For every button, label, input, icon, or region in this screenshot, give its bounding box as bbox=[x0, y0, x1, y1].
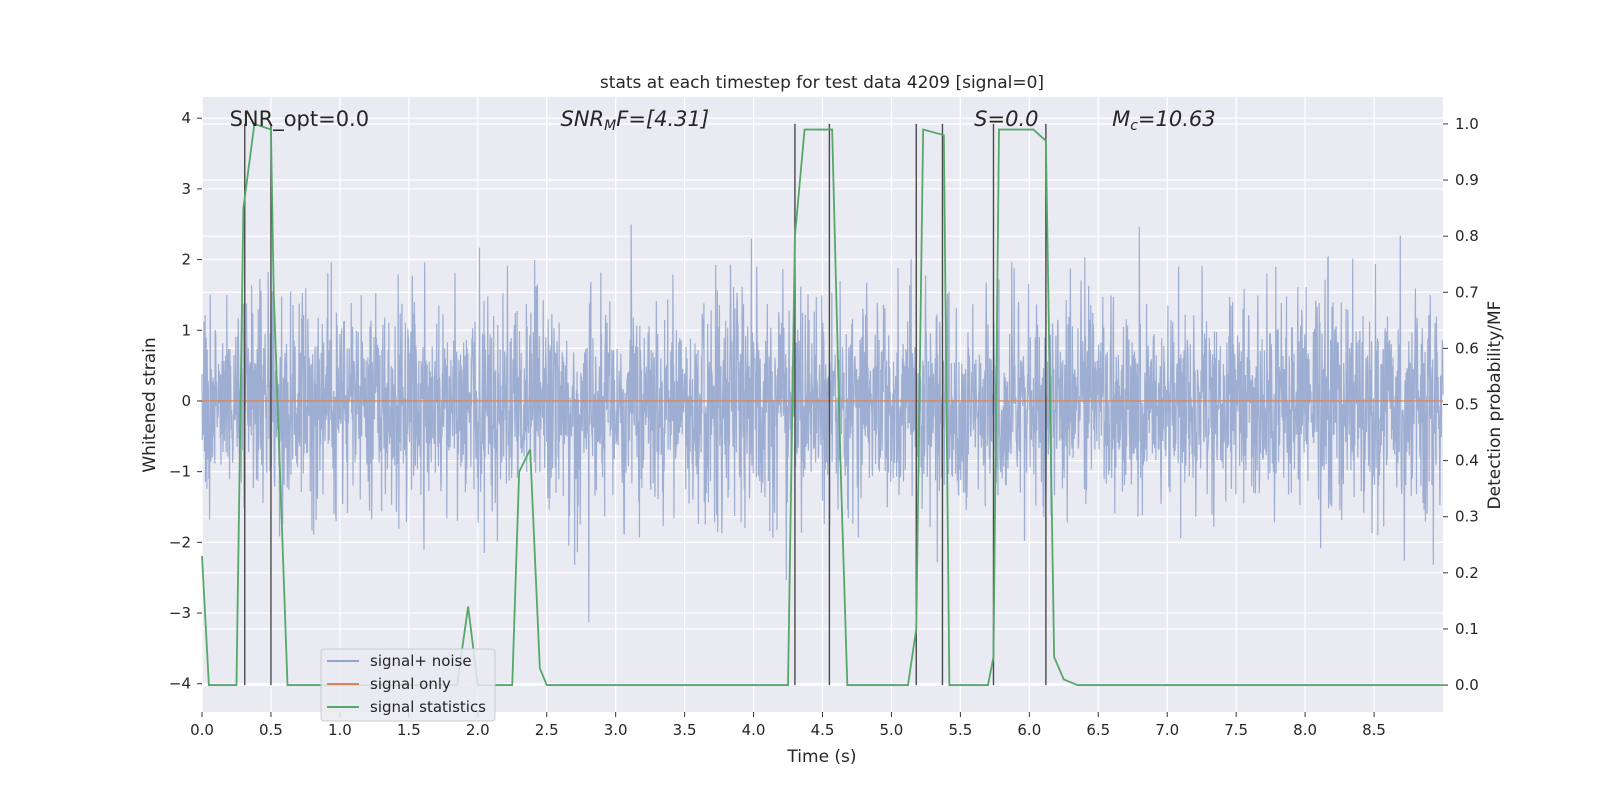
chart-annotation: SNRMF=[4.31] bbox=[561, 107, 710, 134]
annotations: SNR_opt=0.0 SNRMF=[4.31] S=0.0 Mc=10.63 bbox=[230, 107, 1216, 134]
x-tick-label: 1.5 bbox=[397, 721, 421, 739]
y2-tick-label: 1.0 bbox=[1455, 115, 1479, 133]
plot-area bbox=[201, 122, 1444, 686]
x-tick-label: 4.0 bbox=[742, 721, 766, 739]
y2-tick-label: 0.4 bbox=[1455, 452, 1479, 470]
x-tick-label: 6.5 bbox=[1086, 721, 1110, 739]
x-axis-label: Time (s) bbox=[786, 747, 856, 767]
series-signal-statistics bbox=[201, 122, 1443, 686]
legend-label-signal-only: signal only bbox=[370, 675, 451, 693]
x-tick-label: 5.0 bbox=[880, 721, 904, 739]
y-tick-label: 2 bbox=[181, 251, 191, 269]
x-axis-ticks: 0.0 0.5 1.0 1.5 2.0 2.5 3.0 3.5 4.0 4.5 5.0 5.5 6.0 6… bbox=[190, 712, 1386, 739]
x-tick-label: 3.0 bbox=[604, 721, 628, 739]
y2-tick-label: 0.6 bbox=[1455, 339, 1479, 357]
y2-tick-label: 0.0 bbox=[1455, 676, 1479, 694]
y-tick-label: 3 bbox=[181, 180, 191, 198]
legend-label-signal-noise: signal+ noise bbox=[370, 652, 472, 670]
y-axis-label: Whitened strain bbox=[140, 337, 160, 472]
y-tick-label: −1 bbox=[169, 463, 191, 481]
x-tick-label: 2.0 bbox=[466, 721, 490, 739]
x-tick-label: 7.0 bbox=[1155, 721, 1179, 739]
y-tick-label: 1 bbox=[181, 321, 191, 339]
y2-axis-label: Detection probability/MF bbox=[1485, 301, 1505, 510]
x-tick-label: 0.5 bbox=[259, 721, 283, 739]
chart-annotation: Mc=10.63 bbox=[1112, 107, 1216, 134]
y-axis-ticks: −4 −3 −2 −1 0 1 2 3 4 bbox=[169, 109, 202, 693]
x-tick-label: 8.0 bbox=[1293, 721, 1317, 739]
y2-tick-label: 0.8 bbox=[1455, 227, 1479, 245]
legend-label-signal-statistics: signal statistics bbox=[370, 698, 486, 716]
y2-tick-label: 0.3 bbox=[1455, 508, 1479, 526]
y-tick-label: −2 bbox=[169, 533, 191, 551]
legend: signal+ noise signal only signal statist… bbox=[320, 648, 496, 722]
chart-annotation: S=0.0 bbox=[974, 107, 1038, 131]
x-tick-label: 4.5 bbox=[811, 721, 835, 739]
legend-box bbox=[320, 648, 496, 722]
y-tick-label: 4 bbox=[181, 109, 191, 127]
x-tick-label: 6.0 bbox=[1017, 721, 1041, 739]
x-tick-label: 5.5 bbox=[948, 721, 972, 739]
y-tick-label: −4 bbox=[169, 675, 191, 693]
x-tick-label: 8.5 bbox=[1362, 721, 1386, 739]
x-tick-label: 1.0 bbox=[328, 721, 352, 739]
chart-annotation: SNR_opt=0.0 bbox=[230, 107, 370, 132]
y-tick-label: −3 bbox=[169, 604, 191, 622]
y2-tick-label: 0.9 bbox=[1455, 171, 1479, 189]
y2-tick-label: 0.2 bbox=[1455, 564, 1479, 582]
x-tick-label: 2.5 bbox=[535, 721, 559, 739]
y2-tick-label: 0.7 bbox=[1455, 283, 1479, 301]
y2-tick-label: 0.1 bbox=[1455, 620, 1479, 638]
series-signal-noise bbox=[201, 224, 1444, 623]
y-tick-label: 0 bbox=[181, 392, 191, 410]
x-tick-label: 3.5 bbox=[673, 721, 697, 739]
y2-axis-ticks: 0.0 0.1 0.2 0.3 0.4 0.5 0.6 0.7 0.8 0.9 1.0 bbox=[1443, 115, 1479, 694]
chart-title: stats at each timestep for test data 420… bbox=[600, 73, 1044, 93]
x-tick-label: 0.0 bbox=[190, 721, 214, 739]
y2-tick-label: 0.5 bbox=[1455, 396, 1479, 414]
x-tick-label: 7.5 bbox=[1224, 721, 1248, 739]
